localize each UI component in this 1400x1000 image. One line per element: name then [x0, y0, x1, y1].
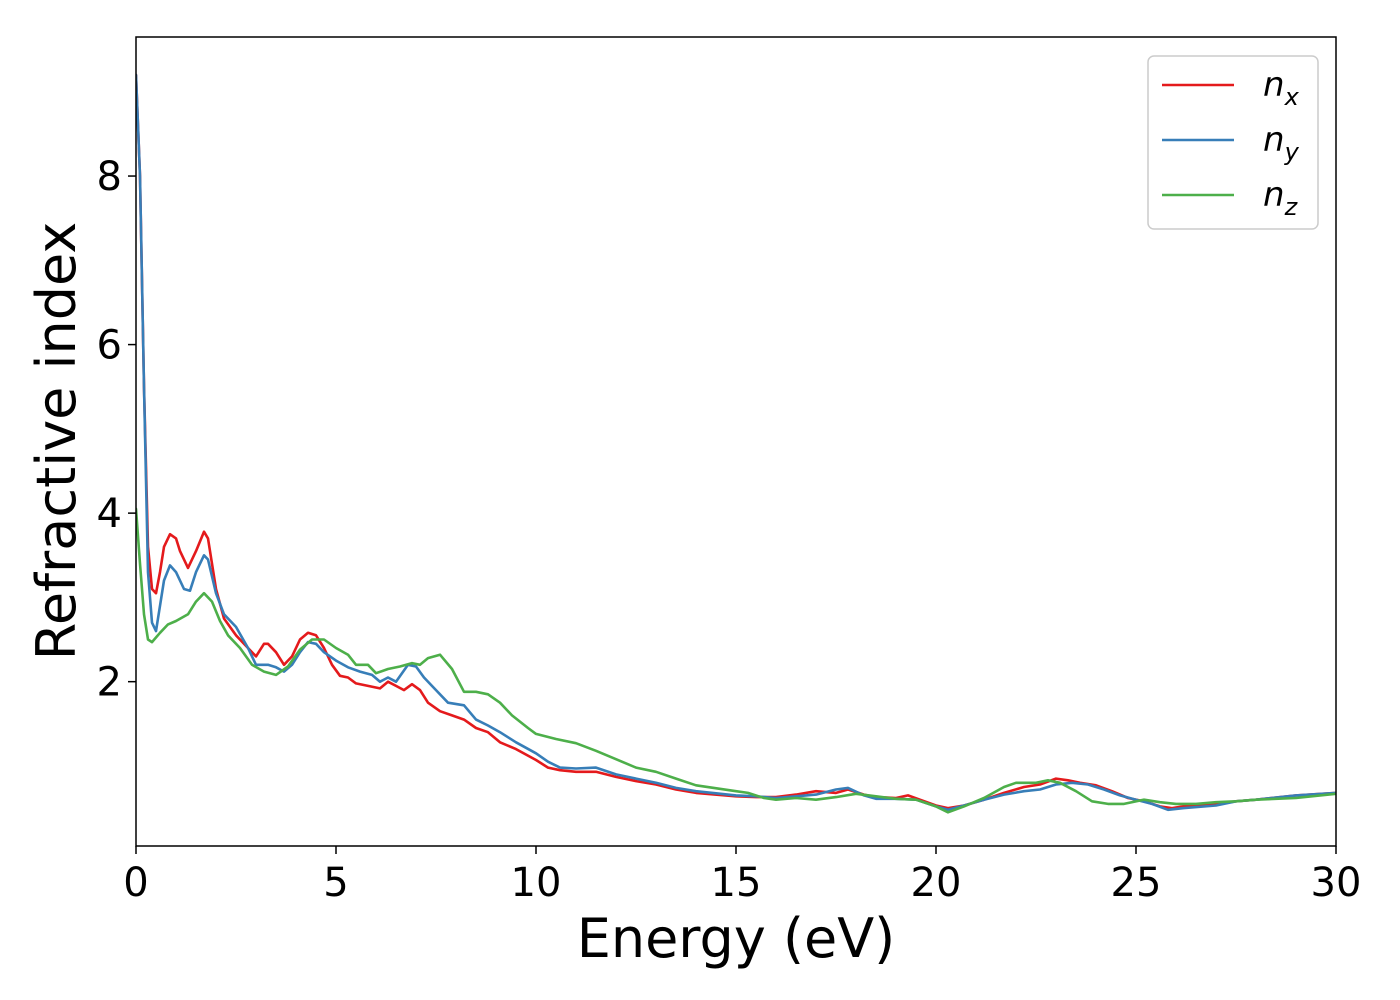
y-axis-label: Refractive index [25, 222, 88, 661]
y-tick-label: 2 [97, 660, 122, 706]
y-axis-ticks: 2 4 6 8 [97, 154, 136, 706]
x-tick-label: 0 [123, 860, 148, 906]
x-tick-label: 25 [1111, 860, 1162, 906]
x-tick-label: 20 [911, 860, 962, 906]
x-tick-label: 5 [323, 860, 348, 906]
y-tick-label: 4 [97, 491, 122, 537]
x-tick-label: 30 [1311, 860, 1362, 906]
y-tick-label: 6 [97, 323, 122, 369]
x-axis-ticks: 0 5 10 15 20 25 30 [123, 846, 1361, 906]
y-tick-label: 8 [97, 154, 122, 200]
x-tick-label: 15 [711, 860, 762, 906]
series-layer [136, 73, 1336, 814]
x-tick-label: 10 [511, 860, 562, 906]
series-line-nz [136, 507, 1336, 814]
x-axis-label: Energy (eV) [577, 907, 896, 970]
legend-box [1147, 55, 1319, 230]
series-line-ny [136, 73, 1336, 812]
